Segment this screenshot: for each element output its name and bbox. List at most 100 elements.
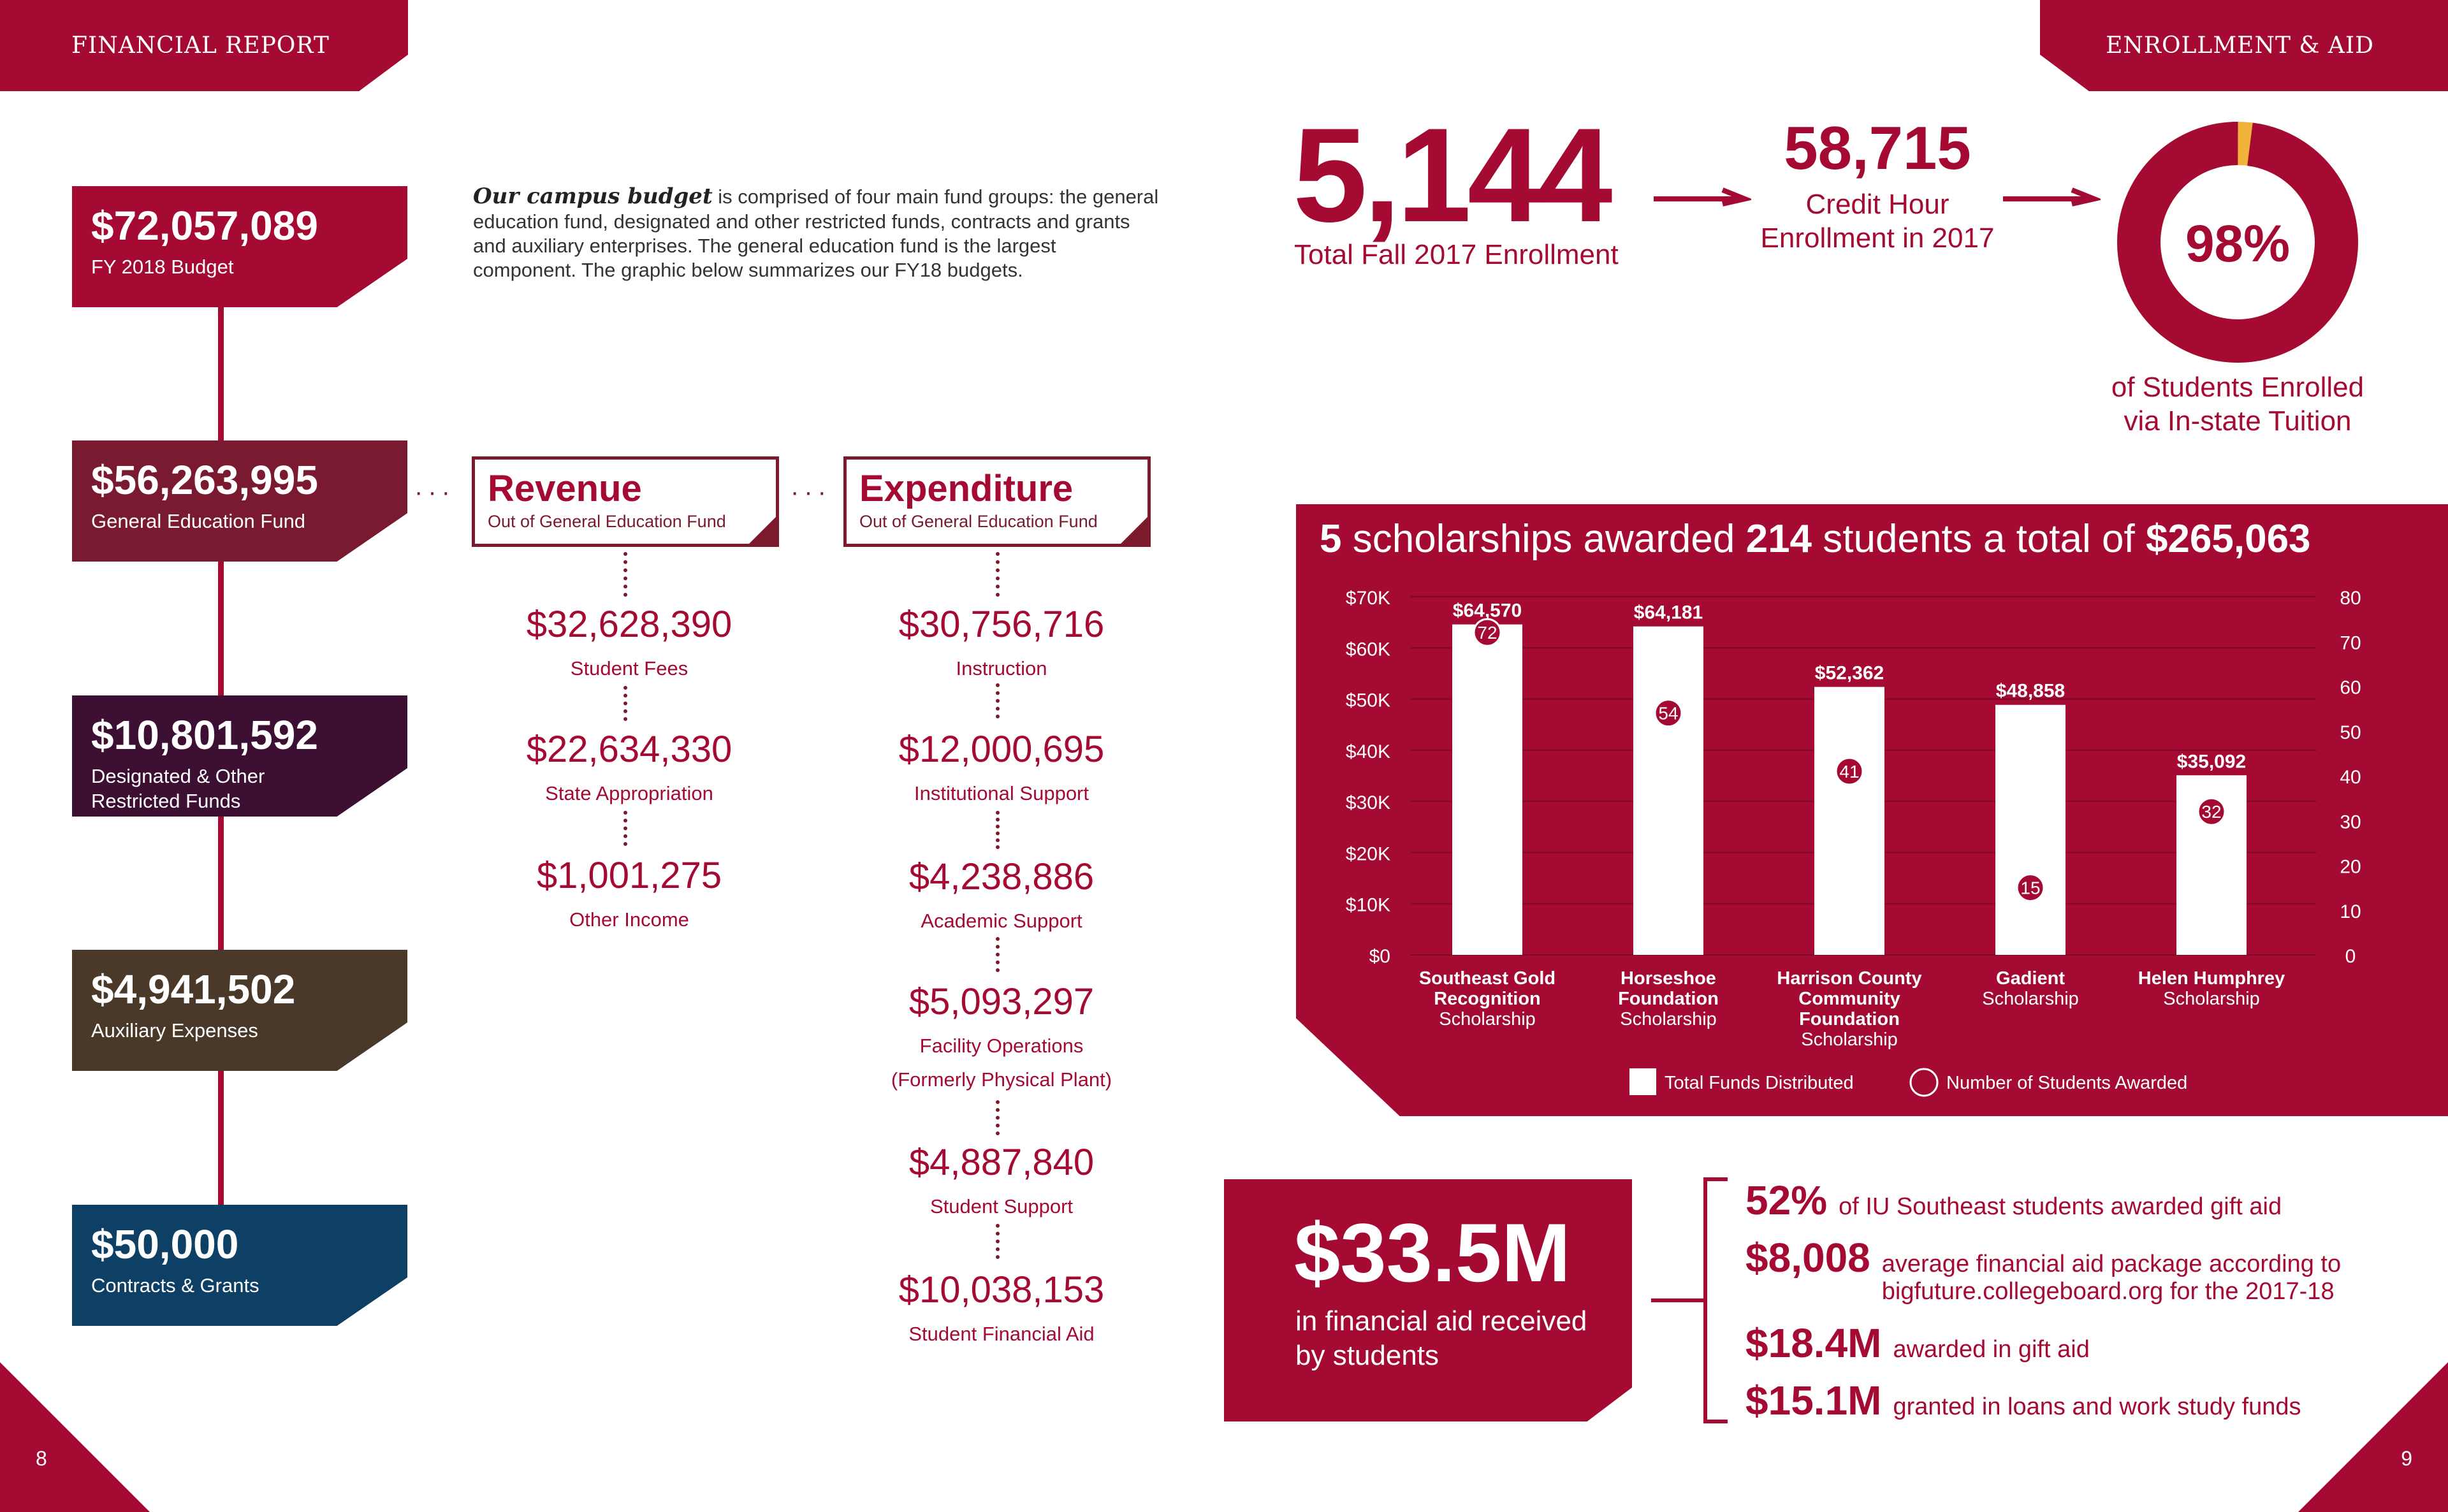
y-tick-left: $70K [1346,588,1390,609]
intro-lead: Our campus budget [473,184,713,209]
revenue-box: Revenue Out of General Education Fund [472,456,779,547]
credit-hours-label-line-1: Credit Hour [1805,189,1949,220]
student-count-marker [1654,699,1683,728]
fund-label: FY 2018 Budget [91,256,234,278]
donut-instate-segment [2117,122,2358,363]
fund-amount: $10,801,592 [91,712,318,758]
total-enrollment-label: Total Fall 2017 Enrollment [1294,239,1619,270]
revenue-item: $1,001,275 Other Income [476,854,782,937]
expenditure-label: Student Financial Aid [908,1323,1095,1345]
expenditure-value: $4,238,886 [908,856,1095,898]
connector-dots: ··· [790,478,831,506]
category-label: Harrison County [1777,968,1921,989]
category-label: Helen Humphrey [2138,968,2285,989]
revenue-item: $32,628,390 Student Fees [476,603,782,686]
expenditure-title: Expenditure [859,468,1074,509]
scholarship-text-2: students a total of [1812,517,2146,561]
fund-label: General Education Fund [91,510,306,532]
aid-stat-desc: average financial aid package according … [1882,1251,2341,1305]
scholarship-count: 5 [1320,517,1342,561]
expenditure-value: $4,887,840 [908,1142,1095,1183]
fund-box-general-education: $56,263,995 General Education Fund [72,440,407,562]
y-tick-right: 70 [2340,632,2361,653]
y-tick-right: 20 [2340,857,2361,878]
bar [1995,704,2066,955]
y-tick-left: $10K [1346,895,1390,916]
expenditure-label: Instruction [956,657,1047,680]
intro-text: is comprised of four main fund groups: t… [473,185,1159,282]
arrow-icon [1654,187,1751,207]
y-tick-right: 30 [2340,811,2361,832]
fund-box-budget: $72,057,089 FY 2018 Budget [72,186,407,307]
aid-stat: $18.4M awarded in gift aid [1745,1319,2090,1367]
bar-value-label: $52,362 [1815,663,1884,684]
aid-stat-desc: of IU Southeast students awarded gift ai… [1839,1193,2282,1220]
expenditure-box: Expenditure Out of General Education Fun… [843,456,1151,547]
y-tick-left: $20K [1346,843,1390,864]
category-label: Gadient [1996,968,2065,989]
vertical-dots [623,811,631,846]
financial-aid-box [1224,1179,1632,1421]
y-tick-left: $40K [1346,741,1390,762]
category-sublabel: Scholarship [1801,1029,1898,1050]
student-count-label: 15 [2020,878,2040,898]
student-count-label: 32 [2201,802,2221,822]
page-corner-right [2298,1362,2448,1512]
vertical-dots [996,552,1003,597]
fund-label: Contracts & Grants [91,1274,259,1297]
expenditure-item: $12,000,695 Institutional Support [849,728,1155,811]
section-tab-enrollment-aid: ENROLLMENT & AID [2040,0,2448,91]
aid-total-label: in financial aid received by students [1295,1304,1587,1372]
vertical-dots [996,937,1003,972]
category-sublabel: Scholarship [1982,989,2079,1009]
expenditure-item: $4,238,886 Academic Support [849,855,1155,938]
student-count-marker [2016,873,2045,903]
aid-bracket [1651,1177,1728,1423]
y-tick-right: 10 [2340,901,2361,922]
expenditure-label: Facility Operations [919,1035,1084,1057]
arrow-icon [2003,187,2101,207]
bar [1452,624,1522,955]
student-count-label: 72 [1477,623,1497,643]
fund-amount: $56,263,995 [91,457,318,503]
expenditure-item: $30,756,716 Instruction [849,603,1155,686]
connector-dots: ··· [414,478,455,506]
scholarship-text-1: scholarships awarded [1341,517,1746,561]
y-tick-right: 0 [2345,946,2356,967]
expenditure-subtitle: Out of General Education Fund [859,512,1098,531]
expenditure-item: $4,887,840 Student Support [849,1141,1155,1224]
fund-amount: $4,941,502 [91,966,296,1012]
budget-intro: Our campus budget is comprised of four m… [473,184,1162,282]
fund-amount: $72,057,089 [91,203,318,249]
expenditure-item: $5,093,297 Facility Operations (Formerly… [849,980,1155,1096]
bar-value-label: $35,092 [2177,751,2246,772]
aid-stat: 52% of IU Southeast students awarded gift… [1745,1177,2282,1224]
instate-label-line-1: of Students Enrolled [2111,372,2364,403]
expenditure-label: Student Support [929,1195,1074,1218]
section-title-right: ENROLLMENT & AID [2106,33,2374,59]
revenue-label: Student Fees [570,657,688,680]
category-label: Horseshoe [1621,968,1716,989]
y-tick-right: 50 [2340,722,2361,743]
category-sublabel: Scholarship [1439,1009,1536,1029]
category-label: Foundation [1799,1009,1900,1029]
vertical-dots [996,1100,1003,1135]
aid-stat-number: $15.1M [1745,1378,1882,1423]
category-sublabel: Scholarship [1620,1009,1717,1029]
y-tick-left: $30K [1346,792,1390,813]
credit-hours-number: 58,715 [1784,114,1971,182]
y-tick-right: 60 [2340,678,2361,699]
y-tick-left: $0 [1369,946,1390,967]
y-tick-left: $50K [1346,690,1390,711]
instate-donut-chart [2117,122,2358,363]
y-tick-right: 40 [2340,767,2361,788]
fund-label: Designated & Other Restricted Funds [91,765,265,812]
aid-stat-number: $18.4M [1745,1320,1882,1366]
legend-label-students: Number of Students Awarded [1946,1073,2187,1093]
aid-total-label-line-1: in financial aid received [1295,1305,1587,1337]
fund-box-auxiliary: $4,941,502 Auxiliary Expenses [72,950,407,1071]
student-count-marker [2197,797,2226,826]
credit-hours-label-line-2: Enrollment in 2017 [1760,222,1995,254]
scholarship-headline: 5 scholarships awarded 214 students a to… [1320,516,2311,562]
fund-box-contracts-grants: $50,000 Contracts & Grants [72,1205,407,1326]
